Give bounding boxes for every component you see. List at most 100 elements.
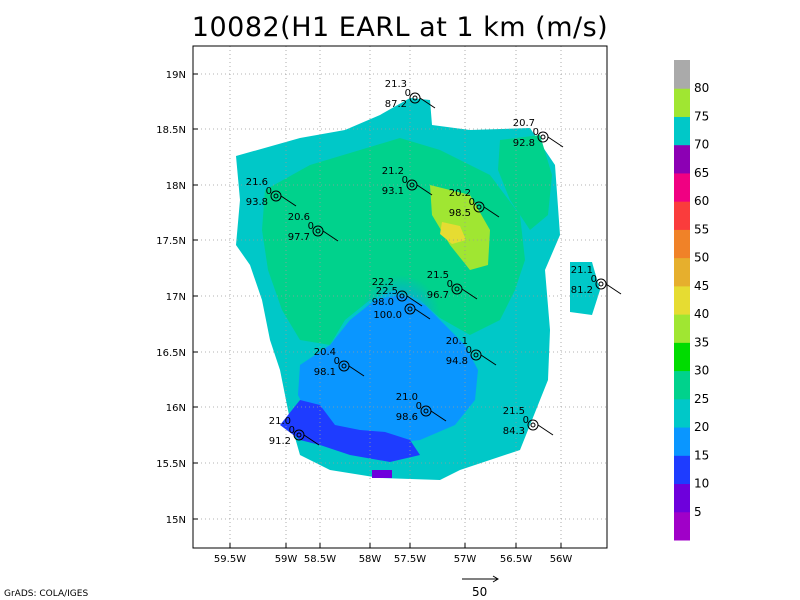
colorbar-swatch bbox=[674, 483, 690, 513]
lon-tick-label: 56.5W bbox=[500, 554, 532, 565]
lon-tick-label: 58W bbox=[359, 554, 382, 565]
station-label: 87.2 bbox=[385, 99, 407, 110]
station-label: 98.5 bbox=[449, 208, 471, 219]
station-label: 20.7 bbox=[513, 118, 535, 129]
grads-credit: GrADS: COLA/IGES bbox=[4, 589, 89, 599]
station-label: 0 bbox=[469, 197, 475, 208]
lat-tick-label: 15.5N bbox=[156, 459, 186, 470]
station-label: 98.6 bbox=[396, 412, 418, 423]
wind-area-45 bbox=[440, 222, 466, 244]
colorbar-swatch bbox=[674, 60, 690, 89]
colorbar-label: 50 bbox=[694, 251, 709, 265]
lon-tick-label: 58.5W bbox=[304, 554, 336, 565]
colorbar-label: 10 bbox=[694, 477, 709, 491]
scale-arrow bbox=[462, 575, 499, 583]
station-label: 0 bbox=[533, 127, 539, 138]
colorbar-label: 30 bbox=[694, 364, 709, 378]
colorbar-swatch bbox=[674, 342, 690, 372]
colorbar-swatch bbox=[674, 88, 690, 117]
colorbar-swatch bbox=[674, 511, 690, 541]
station-label: 100.0 bbox=[373, 310, 402, 321]
colorbar-label: 70 bbox=[694, 138, 709, 152]
station-label: 97.7 bbox=[288, 232, 310, 243]
colorbar-swatch bbox=[674, 398, 690, 428]
wind-core bbox=[360, 275, 440, 355]
colorbar-label: 45 bbox=[694, 279, 709, 293]
lat-tick-label: 19N bbox=[166, 70, 186, 81]
station-label: 94.8 bbox=[446, 356, 468, 367]
station-label: 0 bbox=[402, 175, 408, 186]
station-label: 92.8 bbox=[513, 138, 535, 149]
colorbar-swatch bbox=[674, 370, 690, 400]
colorbar-swatch bbox=[674, 314, 690, 343]
colorbar-swatch bbox=[674, 229, 690, 259]
station-label: 21.3 bbox=[385, 79, 407, 90]
lat-tick-label: 15N bbox=[166, 515, 186, 526]
wind-area-25-east bbox=[570, 262, 600, 315]
colorbar-label: 55 bbox=[694, 222, 709, 236]
station-label: 93.8 bbox=[246, 197, 268, 208]
station-label: 93.1 bbox=[382, 186, 404, 197]
lat-tick-label: 17N bbox=[166, 292, 186, 303]
wind-area-15 bbox=[280, 400, 420, 462]
station-label: 81.2 bbox=[571, 285, 593, 296]
wind-field bbox=[236, 98, 600, 480]
station-label: 91.2 bbox=[269, 436, 291, 447]
station-label: 0 bbox=[289, 425, 295, 436]
lat-tick-label: 18N bbox=[166, 181, 186, 192]
lon-tick-label: 59.5W bbox=[214, 554, 246, 565]
station-label: 21.1 bbox=[571, 265, 593, 276]
colorbar-swatch bbox=[674, 116, 690, 146]
map-title: 10082(H1 EARL at 1 km (m/s) bbox=[191, 12, 609, 43]
lon-tick-label: 57.5W bbox=[394, 554, 426, 565]
colorbar: 5 10 15 20 25 30 35 40 45 50 55 60 65 70 75 80 bbox=[674, 60, 709, 541]
lon-tick-label: 56W bbox=[550, 554, 573, 565]
axis-ticks: 15N 15.5N 16N 16.5N 17N 17.5N 18N 18.5N 19N 59.5W… bbox=[156, 70, 572, 565]
station-marker: 100.0 bbox=[373, 303, 431, 321]
station-label: 0 bbox=[466, 345, 472, 356]
colorbar-swatch bbox=[674, 285, 690, 315]
colorbar-swatch bbox=[674, 455, 690, 485]
wind-area-30-ne bbox=[498, 135, 552, 230]
colorbar-label: 60 bbox=[694, 194, 709, 208]
station-label: 21.5 bbox=[427, 270, 449, 281]
station-label: 0 bbox=[591, 274, 597, 285]
station-label: 0 bbox=[308, 221, 314, 232]
colorbar-label: 65 bbox=[694, 166, 709, 180]
colorbar-swatch bbox=[674, 427, 690, 456]
lat-tick-label: 16N bbox=[166, 403, 186, 414]
lat-tick-label: 18.5N bbox=[156, 125, 186, 136]
station-marker: 22.222.598.0 bbox=[372, 277, 423, 308]
station-label: 0 bbox=[266, 186, 272, 197]
colorbar-swatch bbox=[674, 172, 690, 202]
station-label: 21.2 bbox=[382, 166, 404, 177]
station-label: 21.0 bbox=[269, 416, 291, 427]
station-label: 21.0 bbox=[396, 392, 418, 403]
station-label: 0 bbox=[447, 279, 453, 290]
colorbar-label: 40 bbox=[694, 307, 709, 321]
station-label: 22.2 bbox=[372, 277, 394, 288]
colorbar-label: 75 bbox=[694, 109, 709, 123]
station-label: 20.6 bbox=[288, 212, 310, 223]
colorbar-swatch bbox=[674, 144, 690, 174]
station-label: 22.5 bbox=[376, 286, 398, 297]
colorbar-label: 5 bbox=[694, 505, 702, 519]
station-label: 84.3 bbox=[503, 426, 525, 437]
station-label: 20.1 bbox=[446, 336, 468, 347]
plot-frame bbox=[192, 45, 608, 549]
colorbar-label: 25 bbox=[694, 392, 709, 406]
lon-tick-label: 59W bbox=[275, 554, 298, 565]
station-label: 98.1 bbox=[314, 367, 336, 378]
station-label: 0 bbox=[416, 401, 422, 412]
colorbar-swatch bbox=[674, 257, 690, 287]
